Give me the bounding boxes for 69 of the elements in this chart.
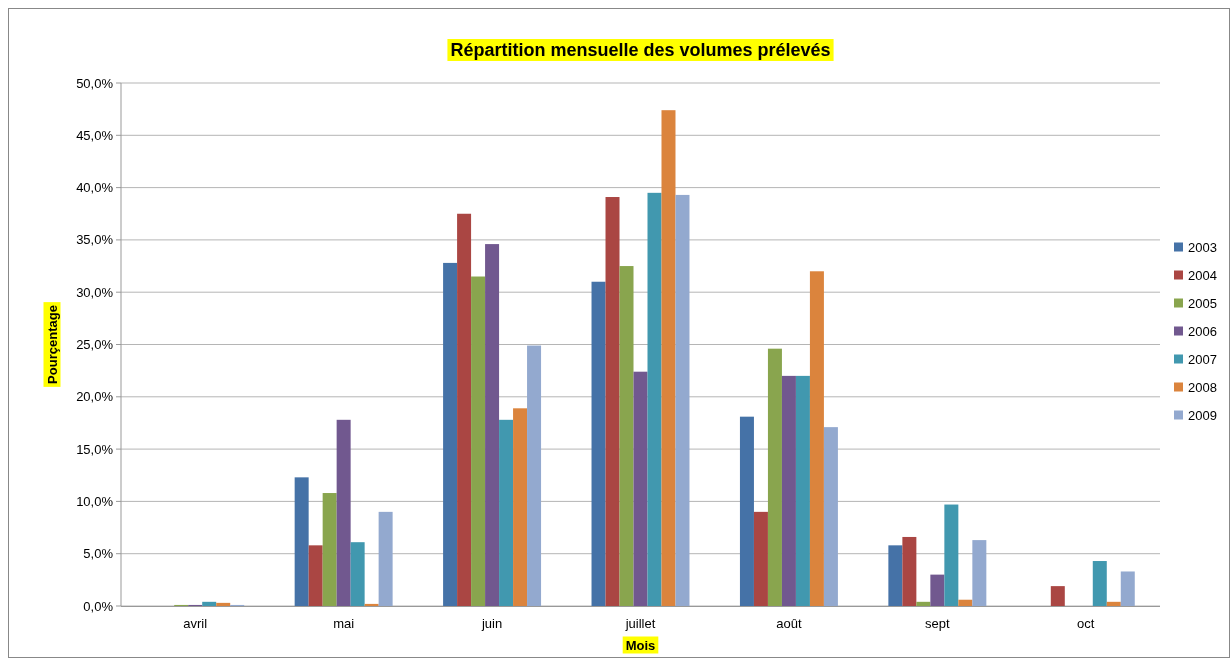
y-tick-label: 0,0% [83, 598, 114, 614]
bar [294, 477, 309, 606]
bar [605, 197, 620, 606]
bar [202, 601, 217, 606]
bar [944, 504, 959, 606]
bar [767, 348, 782, 606]
bar [527, 345, 542, 606]
y-axis-title: Pourçentage [44, 305, 60, 384]
bar [781, 375, 796, 606]
y-tick-label: 10,0% [76, 493, 114, 509]
chart-title: Répartition mensuelle des volumes prélevés [450, 40, 831, 60]
bar [902, 536, 917, 606]
bar [336, 419, 351, 606]
bar [972, 540, 987, 606]
x-tick-label: sept [925, 616, 951, 631]
bar [499, 419, 514, 606]
bar [633, 371, 648, 606]
y-tick-label: 25,0% [76, 337, 114, 352]
bar [661, 110, 676, 606]
y-tick-label: 40,0% [76, 180, 114, 196]
bar [823, 427, 838, 606]
x-tick-label: oct [1077, 616, 1095, 631]
y-tick-label: 50,0% [76, 75, 114, 91]
bar [443, 262, 458, 606]
bar [216, 602, 231, 606]
y-tick-label: 35,0% [76, 232, 114, 248]
bar [1106, 601, 1121, 606]
bar [513, 408, 528, 606]
legend-label: 2003 [1188, 239, 1217, 255]
bar [1092, 561, 1107, 606]
bar [916, 601, 931, 606]
y-tick-label: 45,0% [76, 127, 114, 143]
x-tick-label: mai [333, 616, 355, 631]
bar [364, 603, 379, 606]
bar [591, 281, 606, 606]
bar [930, 574, 945, 606]
bar [1050, 586, 1065, 606]
legend-label: 2007 [1188, 351, 1217, 367]
x-tick-label: août [776, 616, 802, 631]
bar [457, 213, 472, 606]
bar [958, 599, 973, 606]
bar [322, 493, 337, 606]
y-tick-label: 20,0% [76, 389, 114, 405]
x-tick-label: avril [183, 616, 208, 631]
legend-label: 2004 [1188, 267, 1217, 283]
x-tick-label: juillet [624, 616, 656, 631]
y-tick-label: 30,0% [76, 284, 114, 300]
y-tick-label: 5,0% [83, 546, 114, 562]
legend-label: 2005 [1188, 295, 1217, 311]
bar [350, 542, 365, 606]
bar [378, 511, 393, 606]
bar [795, 375, 810, 606]
y-tick-label: 15,0% [76, 441, 114, 457]
bar [647, 192, 662, 606]
bar [308, 545, 323, 606]
bar [1120, 571, 1135, 606]
x-tick-label: juin [480, 616, 503, 631]
bar [739, 416, 754, 606]
bar [675, 194, 690, 606]
bar [809, 271, 824, 606]
bar [485, 244, 500, 606]
legend-label: 2009 [1188, 407, 1217, 423]
legend-label: 2006 [1188, 323, 1217, 339]
x-axis-title: Mois [625, 637, 656, 653]
bar [888, 545, 903, 606]
bar [471, 276, 486, 606]
legend-label: 2008 [1188, 379, 1217, 395]
bar [619, 266, 634, 606]
bar [753, 511, 768, 606]
